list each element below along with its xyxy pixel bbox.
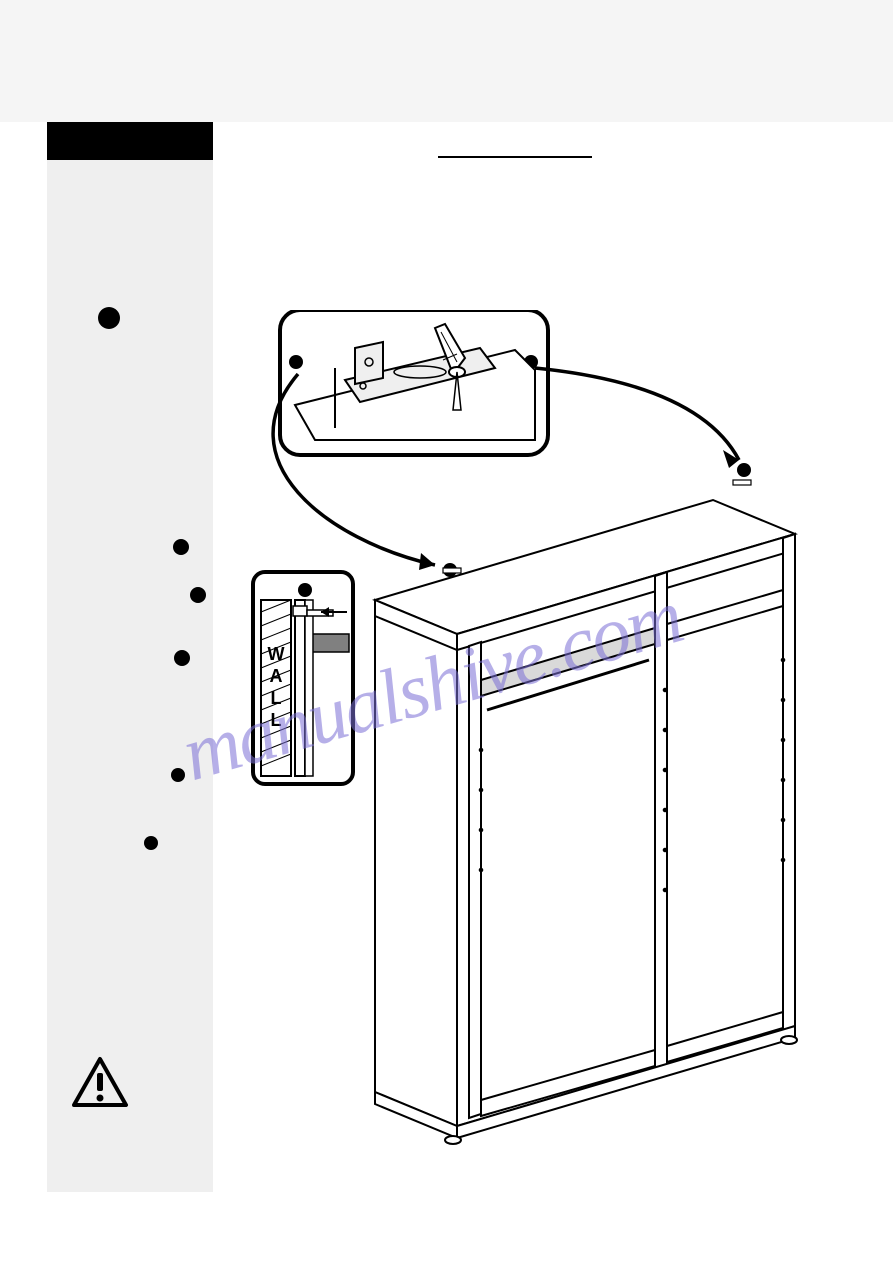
assembly-diagram: W A L L: [235, 310, 855, 1170]
sidebar-bullet-5: [171, 768, 185, 782]
sidebar-bullet-1: [98, 307, 120, 329]
top-margin: [0, 0, 893, 122]
cabinet: [375, 480, 797, 1144]
page: W A L L: [0, 0, 893, 1263]
wall-inset: W A L L: [253, 572, 353, 784]
bracket-inset: [280, 310, 548, 455]
sidebar-bullet-3: [190, 587, 206, 603]
sidebar-bullet-6: [144, 836, 158, 850]
sidebar-bullet-2: [173, 539, 189, 555]
svg-text:L: L: [271, 710, 282, 730]
svg-text:A: A: [270, 666, 283, 686]
title-underline: [438, 156, 592, 158]
step-banner: [47, 122, 213, 160]
svg-text:W: W: [268, 644, 285, 664]
sidebar-bullet-4: [174, 650, 190, 666]
warning-icon: [70, 1055, 130, 1110]
svg-text:L: L: [271, 688, 282, 708]
